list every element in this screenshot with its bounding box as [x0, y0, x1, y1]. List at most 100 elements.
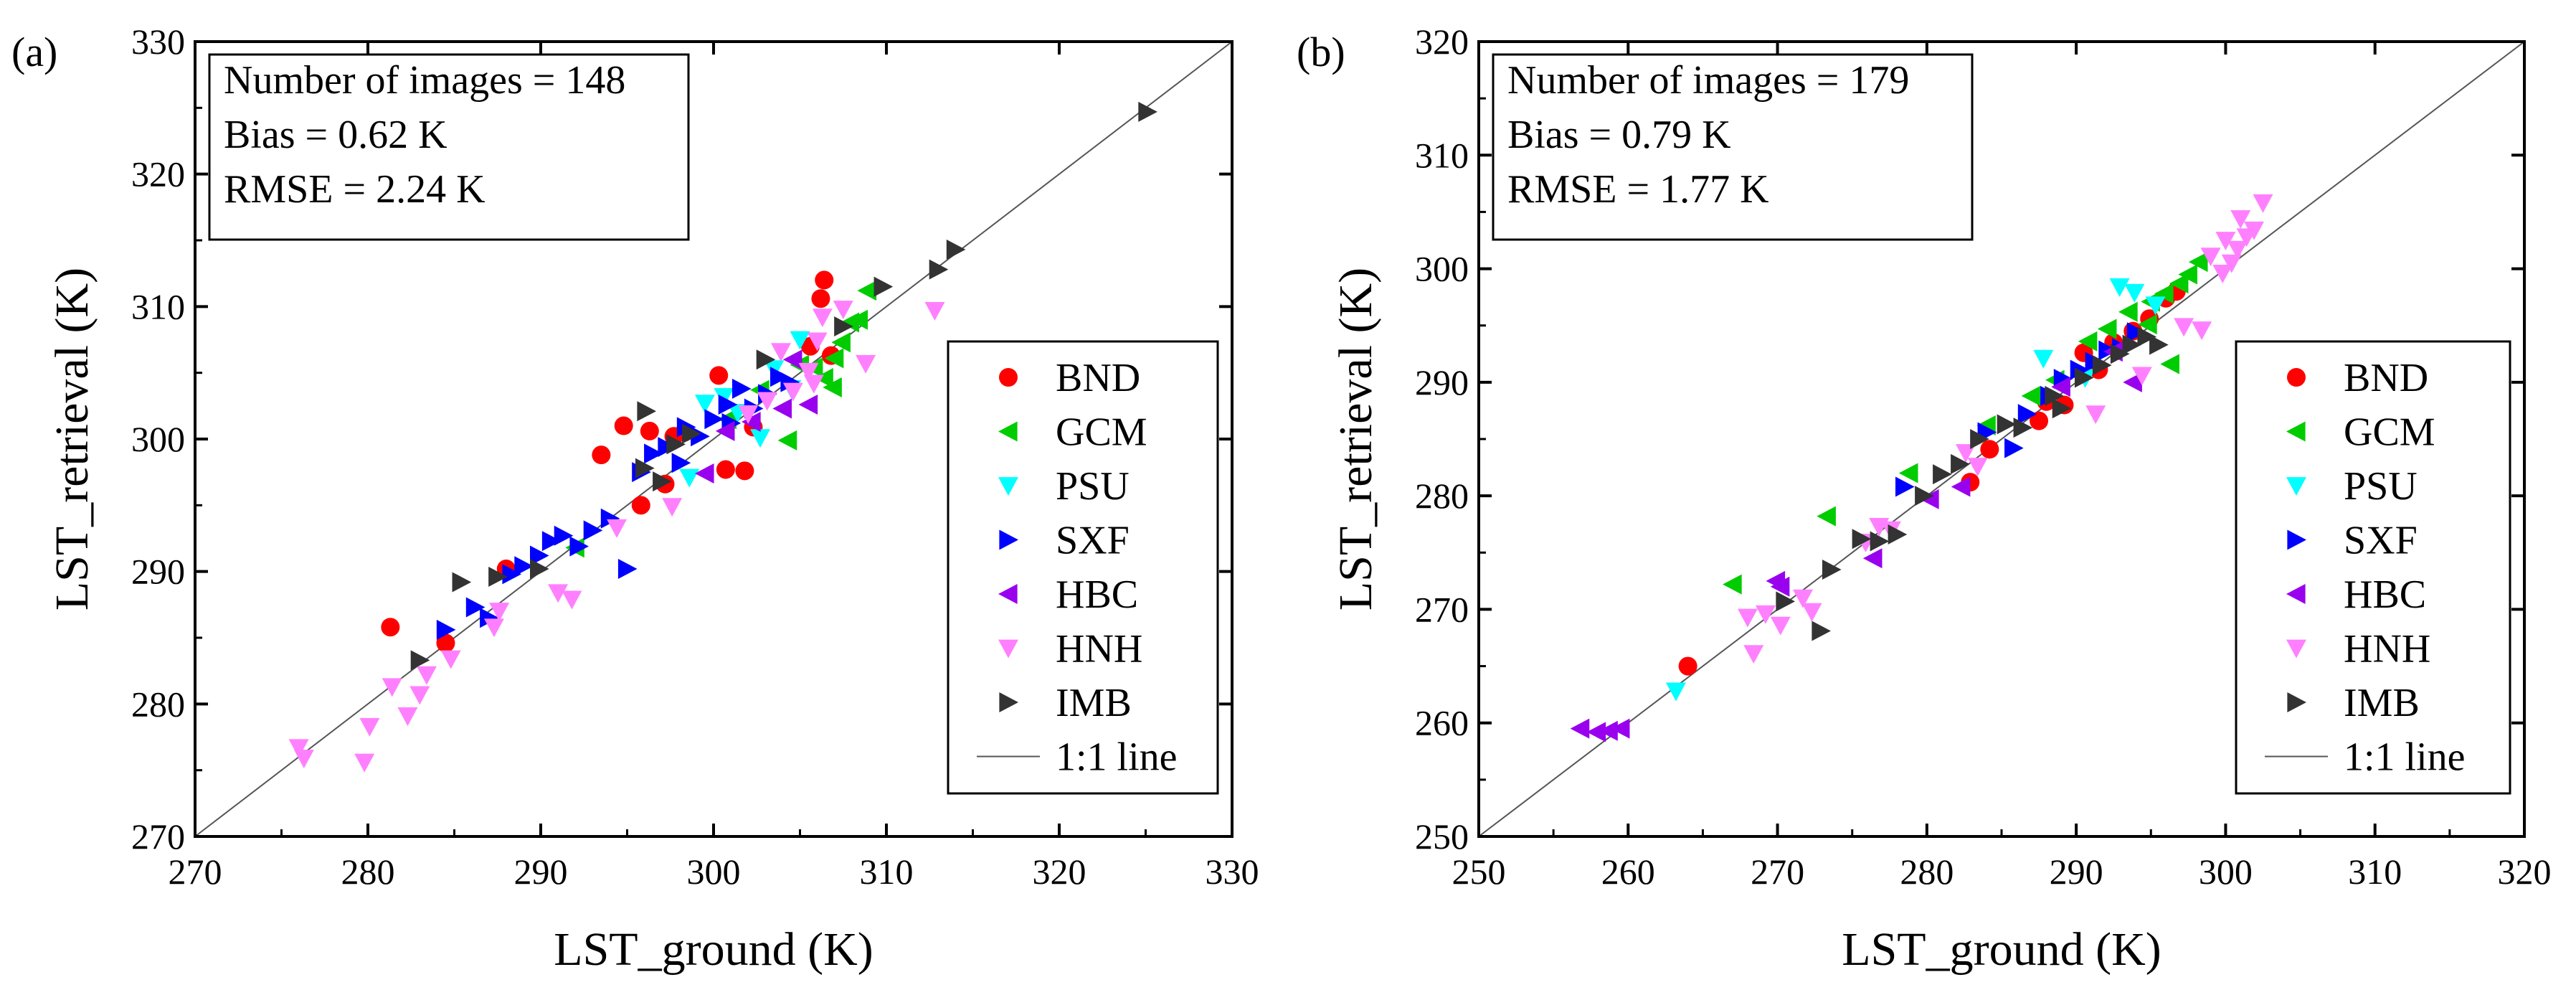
legend-marker-sxf	[2287, 529, 2306, 550]
point-imb	[1812, 621, 1831, 641]
point-bnd	[1980, 440, 1999, 459]
legend-marker-bnd	[2287, 368, 2306, 387]
point-hnh	[2253, 194, 2273, 213]
point-gcm	[2078, 331, 2098, 352]
point-sxf	[718, 394, 738, 415]
point-bnd	[815, 270, 834, 290]
point-hbc	[742, 411, 761, 432]
point-sxf	[480, 608, 499, 628]
point-imb	[635, 458, 655, 478]
point-psu	[2124, 283, 2145, 303]
point-hnh	[1967, 458, 1988, 476]
point-hnh	[2200, 247, 2221, 267]
point-hnh	[2174, 318, 2194, 337]
point-hnh	[409, 686, 430, 705]
point-sxf	[644, 443, 663, 464]
point-imb	[873, 276, 894, 297]
point-hbc	[798, 394, 818, 415]
legend: BND GCM PSU SXF HBC HNH IMB 1:1 line	[2235, 340, 2511, 795]
point-psu	[679, 468, 700, 488]
legend-marker-hnh	[998, 639, 1018, 659]
point-sxf	[1895, 476, 1915, 497]
point-hbc	[1610, 718, 1630, 739]
point-sxf	[731, 378, 752, 399]
legend-label: IMB	[1056, 681, 1132, 725]
point-imb	[2092, 355, 2112, 376]
point-imb	[666, 434, 686, 455]
legend-label: PSU	[1056, 464, 1130, 509]
point-gcm	[2154, 283, 2174, 304]
point-bnd	[592, 445, 611, 465]
point-hnh	[2085, 405, 2106, 425]
point-hbc	[1862, 548, 1883, 569]
point-bnd	[381, 618, 400, 637]
legend-marker-hnh	[2286, 639, 2306, 659]
x-tick-label: 300	[2199, 852, 2253, 892]
x-tick-label: 260	[1601, 852, 1655, 892]
y-tick-label: 310	[1415, 135, 1469, 175]
legend-marker-sxf	[999, 529, 1018, 550]
point-sxf	[2017, 404, 2037, 425]
legend-marker-psu	[998, 477, 1018, 496]
y-tick-label: 320	[131, 154, 185, 194]
point-bnd	[2030, 411, 2049, 430]
legend-marker-bnd	[999, 368, 1018, 387]
point-hnh	[548, 584, 569, 603]
y-tick-label: 280	[131, 684, 185, 724]
x-axis-label: LST_ground (K)	[554, 923, 873, 976]
stats-line: Bias = 0.79 K	[1507, 113, 1731, 157]
point-gcm	[1898, 463, 1918, 484]
point-hnh	[924, 301, 945, 321]
x-tick-label: 270	[169, 852, 222, 892]
y-tick-label: 270	[131, 816, 185, 857]
legend-frame	[947, 340, 1219, 795]
point-bnd	[436, 633, 455, 653]
stats-line: RMSE = 2.24 K	[224, 167, 486, 212]
point-bnd	[1678, 656, 1697, 676]
point-imb	[1852, 529, 1872, 550]
point-psu	[2145, 296, 2166, 316]
point-gcm	[814, 368, 833, 389]
point-hnh	[562, 590, 582, 610]
y-tick-label: 250	[1415, 816, 1469, 857]
stats-line: Bias = 0.62 K	[224, 113, 448, 157]
y-axis-label: LST_retrieval (K)	[46, 268, 98, 610]
legend: BND GCM PSU SXF HBC HNH IMB 1:1 line	[947, 340, 1219, 795]
y-tick-label: 320	[1415, 22, 1469, 62]
legend-label: HBC	[1056, 572, 1138, 617]
point-psu	[750, 429, 771, 448]
legend-label: 1:1 line	[1056, 735, 1178, 780]
point-gcm	[2097, 319, 2117, 339]
legend-label: GCM	[1056, 410, 1147, 455]
point-gcm	[2118, 301, 2138, 322]
point-hnh	[782, 382, 803, 402]
point-sxf	[529, 545, 549, 566]
point-psu	[2033, 349, 2054, 369]
stats-line: RMSE = 1.77 K	[1507, 167, 1769, 212]
point-hnh	[607, 519, 628, 538]
point-hnh	[757, 392, 777, 411]
point-sxf	[465, 597, 486, 618]
point-hnh	[803, 374, 824, 394]
point-sxf	[541, 531, 562, 552]
point-imb	[410, 650, 430, 671]
point-hnh	[662, 498, 683, 517]
panel-label: (b)	[1297, 29, 1345, 75]
point-gcm	[848, 309, 868, 330]
x-tick-label: 330	[1206, 852, 1259, 892]
point-hnh	[833, 301, 853, 320]
legend-frame	[2235, 340, 2511, 795]
point-sxf	[514, 556, 534, 577]
point-gcm	[2160, 354, 2179, 374]
point-hnh	[416, 666, 437, 685]
x-tick-label: 280	[1900, 852, 1954, 892]
point-hbc	[782, 349, 802, 370]
point-hnh	[1743, 645, 1764, 664]
stats-box: Number of images = 179 Bias = 0.79 K RMSE …	[1492, 53, 1974, 241]
legend-marker-imb	[2287, 692, 2306, 712]
x-tick-label: 290	[514, 852, 568, 892]
data-points	[1570, 194, 2273, 742]
point-imb	[452, 572, 472, 593]
y-tick-label: 300	[131, 419, 185, 459]
